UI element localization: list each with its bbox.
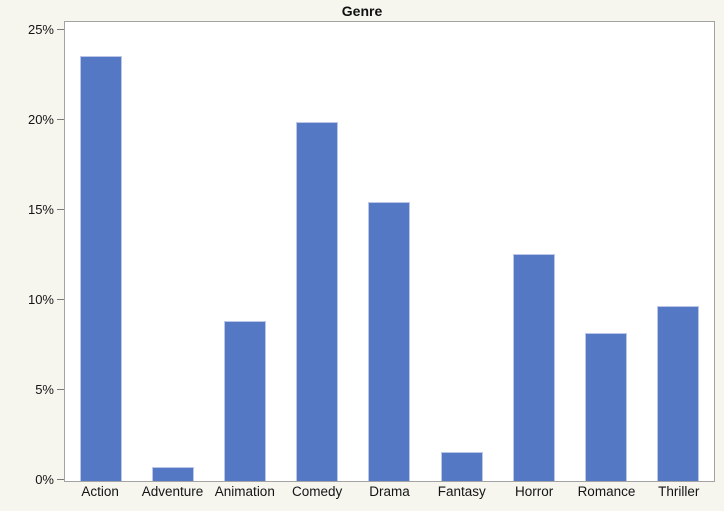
x-tick-label-adventure: Adventure (141, 484, 204, 499)
y-tick-label: 5% (35, 381, 54, 397)
plot-area (64, 21, 715, 482)
bar-drama[interactable] (368, 201, 411, 481)
x-tick-label-drama: Drama (369, 484, 410, 499)
bar-fantasy[interactable] (440, 452, 483, 481)
y-tick-label: 15% (27, 201, 54, 217)
x-axis: Action Adventure Animation Comedy Drama Fanta… (64, 482, 715, 499)
bar-slot (498, 22, 570, 481)
chart-title: Genre (341, 3, 383, 19)
bar-slot (570, 22, 642, 481)
bar-slot (65, 22, 137, 481)
bar-animation[interactable] (224, 320, 267, 481)
bar-thriller[interactable] (656, 306, 699, 481)
x-tick-label-action: Action (81, 484, 119, 499)
bar-romance[interactable] (584, 333, 627, 481)
y-tick-mark (57, 208, 64, 210)
bar-slot (137, 22, 209, 481)
bar-slot (281, 22, 353, 481)
bar-comedy[interactable] (296, 122, 339, 481)
y-tick-mark (57, 118, 64, 120)
y-tick-label: 20% (27, 111, 54, 127)
x-tick-label-animation: Animation (214, 484, 275, 499)
bar-slot (642, 22, 714, 481)
y-tick-mark (57, 479, 64, 480)
bar-action[interactable] (80, 55, 123, 481)
y-axis: 0% 5% 10% 15% 20% 25% (0, 21, 64, 487)
x-tick-label-romance: Romance (577, 484, 636, 499)
x-tick-label-fantasy: Fantasy (437, 484, 486, 499)
y-tick-label: 10% (27, 291, 54, 307)
bar-slot (426, 22, 498, 481)
bar-slot (209, 22, 281, 481)
bar-slot (353, 22, 425, 481)
y-tick-mark (57, 28, 64, 30)
x-tick-label-horror: Horror (515, 484, 554, 499)
y-tick-label: 0% (35, 472, 54, 487)
x-tick-label-thriller: Thriller (658, 484, 700, 499)
bar-horror[interactable] (512, 253, 555, 481)
x-tick-label-comedy: Comedy (292, 484, 343, 499)
y-tick-mark (57, 298, 64, 300)
bar-adventure[interactable] (152, 466, 195, 481)
y-tick-mark (57, 388, 64, 390)
y-tick-label: 25% (27, 21, 54, 37)
